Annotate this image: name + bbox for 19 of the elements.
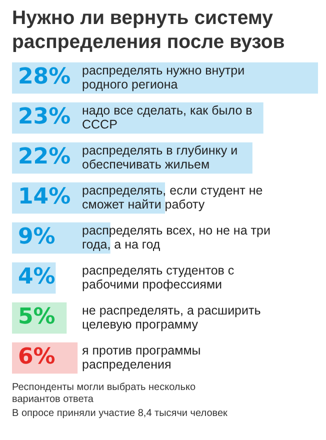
y-tick-label: распределять студентов с рабочими профессиями xyxy=(82,263,234,292)
data-label: 14% xyxy=(18,184,71,210)
data-label: 28% xyxy=(18,64,71,90)
text: В опросе приняли участие 8,4 тысячи человек xyxy=(12,408,228,420)
y-tick-label: распределять, если студент не сможет найти работу xyxy=(82,183,263,212)
data-label: 6% xyxy=(18,344,56,370)
data-label: 4% xyxy=(18,264,56,290)
y-tick-label: не распределять, а расширить целевую программу xyxy=(82,303,261,332)
y-tick-label: распределять всех, но не на три года, а на год xyxy=(82,223,270,252)
y-tick-label: я против программы распределения xyxy=(82,343,201,372)
y-tick-label: распределять в глубинку и обеспечивать жильем xyxy=(82,143,238,172)
data-label: 23% xyxy=(18,104,71,130)
chart-title: Нужно ли вернуть систему распределения после вузов xyxy=(11,6,286,55)
data-label: 9% xyxy=(18,224,56,250)
y-tick-label: надо все сделать, как было в СССР xyxy=(82,103,253,132)
y-tick-label: распределять нужно внутри родного региона xyxy=(82,63,245,92)
data-label: 5% xyxy=(18,304,56,330)
data-label: 22% xyxy=(18,144,71,170)
text: Респонденты могли выбрать несколько вариантов ответа xyxy=(12,382,197,406)
